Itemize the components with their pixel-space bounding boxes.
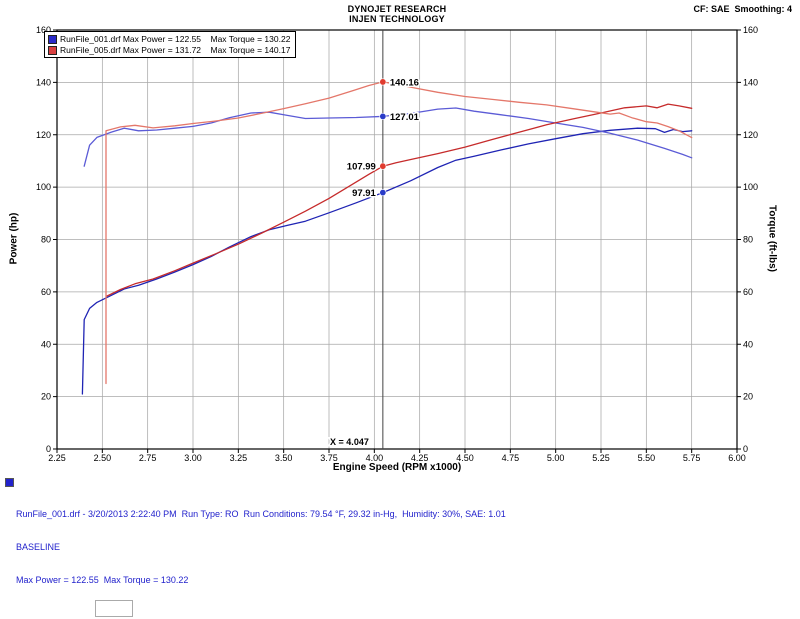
series-line-3 <box>105 81 693 385</box>
annotation-dot-2 <box>379 162 387 170</box>
torque-tick-label: 40 <box>743 339 753 349</box>
torque-tick-label: 140 <box>743 77 758 87</box>
run1-info-line2: BASELINE <box>16 542 61 552</box>
run-info-footer: RunFile_001.drf - 3/20/2013 2:22:40 PM R… <box>5 476 506 619</box>
legend-row-run2: RunFile_005.drf Max Power = 131.72 Max T… <box>48 45 290 55</box>
x-tick-label: 3.25 <box>230 453 248 463</box>
cursor-x-label: X = 4.047 <box>330 437 369 447</box>
torque-tick-label: 60 <box>743 287 753 297</box>
power-tick-label: 20 <box>41 392 51 402</box>
torque-tick-label: 100 <box>743 182 758 192</box>
power-tick-label: 120 <box>36 130 51 140</box>
power-tick-label: 60 <box>41 287 51 297</box>
x-tick-label: 5.50 <box>638 453 656 463</box>
torque-tick-label: 160 <box>743 25 758 35</box>
watermark-box <box>95 600 133 617</box>
annotation-label-0: 140.16 <box>390 77 419 88</box>
power-tick-label: 160 <box>36 25 51 35</box>
annotation-dot-1 <box>379 112 387 120</box>
series-line-2 <box>106 103 693 297</box>
x-tick-label: 6.00 <box>728 453 746 463</box>
annotation-label-3: 97.91 <box>352 188 376 199</box>
annotation-dot-3 <box>379 189 387 197</box>
power-tick-label: 100 <box>36 182 51 192</box>
annotation-dot-0 <box>379 78 387 86</box>
x-tick-label: 3.50 <box>275 453 293 463</box>
run1-info-line3: Max Power = 122.55 Max Torque = 130.22 <box>16 575 189 585</box>
x-tick-label: 2.50 <box>94 453 112 463</box>
torque-axis-label: Torque (ft-lbs) <box>766 204 778 273</box>
power-tick-label: 80 <box>41 235 51 245</box>
x-tick-label: 3.00 <box>184 453 202 463</box>
legend-box: RunFile_001.drf Max Power = 122.55 Max T… <box>44 31 297 58</box>
title-line-1: DYNOJET RESEARCH <box>347 4 447 14</box>
run1-footer-chip <box>5 478 14 487</box>
annotation-label-2: 107.99 <box>347 162 376 173</box>
power-axis-label: Power (hp) <box>8 212 20 265</box>
x-tick-label: 5.25 <box>592 453 610 463</box>
torque-tick-label: 0 <box>743 444 748 454</box>
torque-tick-label: 80 <box>743 235 753 245</box>
power-tick-label: 40 <box>41 339 51 349</box>
power-tick-label: 140 <box>36 77 51 87</box>
torque-tick-label: 120 <box>743 130 758 140</box>
legend-row-run1: RunFile_001.drf Max Power = 122.55 Max T… <box>48 34 290 44</box>
torque-tick-label: 20 <box>743 392 753 402</box>
series-line-1 <box>83 107 693 167</box>
legend-run2-text: RunFile_005.drf Max Power = 131.72 Max T… <box>60 45 291 55</box>
x-tick-label: 2.75 <box>139 453 157 463</box>
run1-info-line1: RunFile_001.drf - 3/20/2013 2:22:40 PM R… <box>16 509 506 519</box>
x-tick-label: 4.25 <box>411 453 429 463</box>
legend-run1-text: RunFile_001.drf Max Power = 122.55 Max T… <box>60 34 291 44</box>
title-line-2: INJEN TECHNOLOGY <box>349 14 445 24</box>
annotation-label-1: 127.01 <box>390 112 420 123</box>
run2-color-chip <box>48 45 57 55</box>
x-tick-label: 5.00 <box>547 453 565 463</box>
series-line-0 <box>81 127 693 395</box>
x-axis-label: Engine Speed (RPM x1000) <box>332 462 462 473</box>
x-tick-label: 4.50 <box>456 453 474 463</box>
x-tick-label: 4.00 <box>366 453 384 463</box>
run1-color-chip <box>48 34 57 44</box>
x-tick-label: 3.75 <box>320 453 338 463</box>
x-tick-label: 2.25 <box>48 453 66 463</box>
power-tick-label: 0 <box>46 444 51 454</box>
x-tick-label: 4.75 <box>502 453 520 463</box>
run1-info-block: RunFile_001.drf - 3/20/2013 2:22:40 PM R… <box>5 476 506 608</box>
plot-border <box>56 29 738 450</box>
x-tick-label: 5.75 <box>683 453 701 463</box>
cf-smoothing-label: CF: SAE Smoothing: 4 <box>693 4 793 14</box>
